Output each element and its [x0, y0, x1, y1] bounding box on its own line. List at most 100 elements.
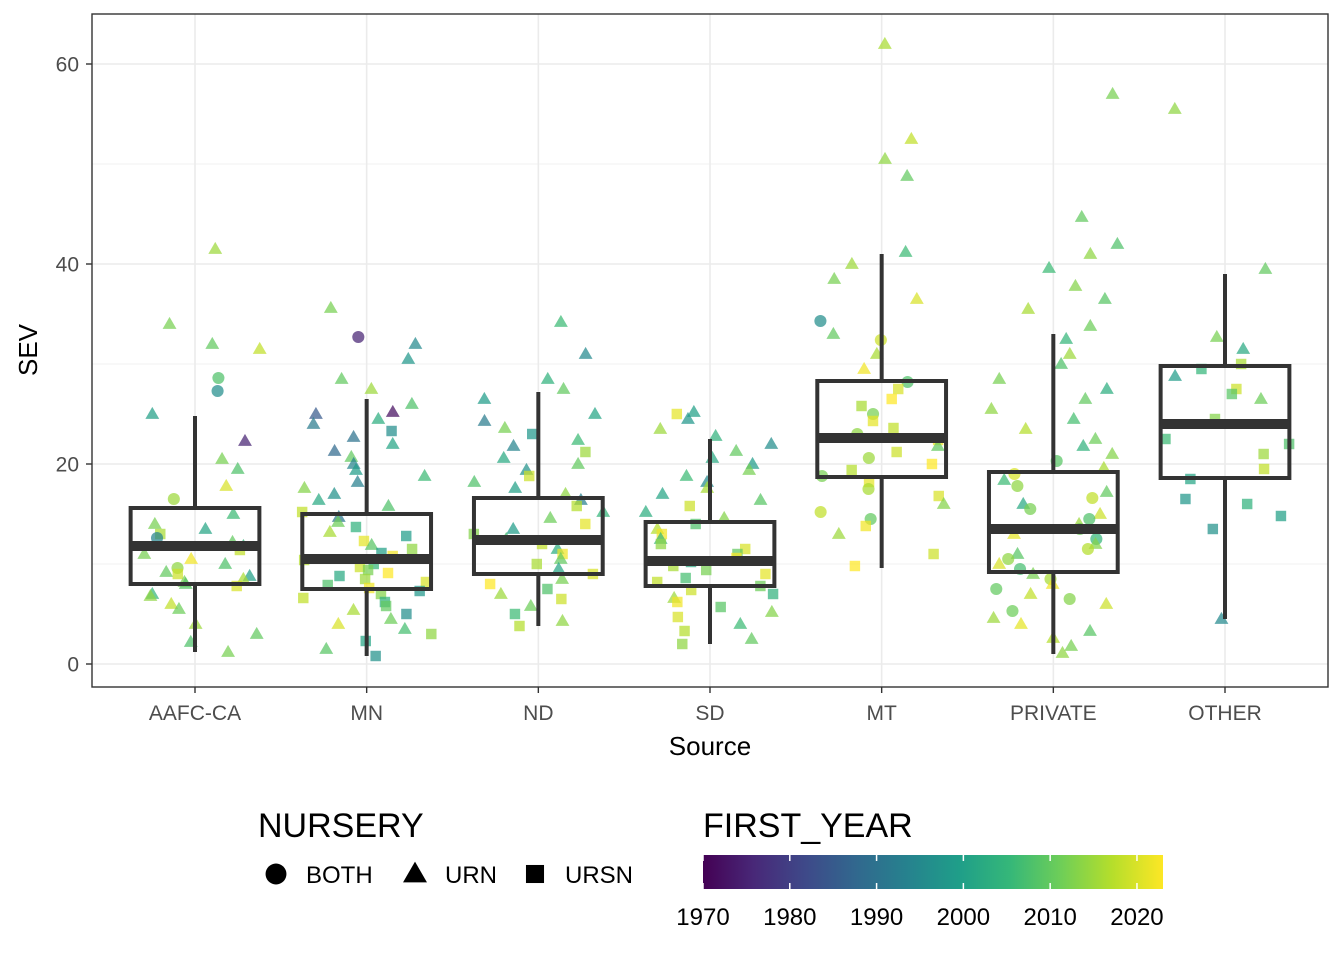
box: [815, 379, 949, 479]
data-point: [226, 506, 241, 519]
data-point: [1021, 301, 1036, 314]
data-point: [420, 576, 432, 588]
data-point: [862, 482, 875, 496]
boxplot: [1158, 274, 1292, 619]
data-point: [319, 641, 334, 654]
data-point: [376, 547, 387, 559]
data-point: [184, 551, 199, 564]
data-point: [1110, 236, 1125, 249]
data-point: [742, 462, 757, 475]
data-point: [764, 436, 779, 449]
data-point: [556, 593, 567, 605]
data-point: [364, 381, 379, 394]
data-point: [588, 406, 602, 419]
legend-key-urn: [403, 861, 427, 883]
data-point: [680, 572, 691, 584]
data-point: [1096, 460, 1111, 473]
data-point: [733, 616, 748, 629]
legend-label-urn: URN: [445, 862, 497, 889]
data-point: [898, 244, 913, 257]
data-point: [814, 314, 827, 328]
data-point: [739, 543, 751, 555]
data-point: [1002, 552, 1015, 566]
data-point: [145, 406, 160, 419]
data-point: [162, 316, 177, 329]
y-tick-label: 40: [56, 254, 79, 277]
data-point: [1063, 592, 1076, 606]
data-point: [380, 600, 392, 612]
data-point: [1258, 261, 1273, 274]
data-point: [523, 598, 538, 611]
data-point: [1258, 448, 1269, 460]
data-point: [679, 625, 690, 637]
data-point: [580, 446, 591, 458]
data-point: [1196, 363, 1207, 375]
data-point: [219, 478, 234, 491]
data-point: [524, 470, 535, 482]
data-point: [401, 351, 416, 364]
data-point: [1066, 411, 1081, 424]
legend-label-ursn: URSN: [565, 862, 633, 889]
x-axis-title: Source: [669, 731, 751, 761]
data-point: [571, 500, 582, 512]
data-point: [553, 551, 568, 564]
data-point: [638, 504, 653, 517]
data-point: [1088, 431, 1103, 444]
data-point: [297, 480, 312, 493]
data-point: [543, 510, 558, 523]
data-point: [677, 638, 688, 650]
boxplots: [128, 254, 1292, 656]
data-point: [1093, 506, 1108, 519]
data-point: [477, 413, 492, 426]
data-point: [322, 579, 333, 591]
data-point: [764, 604, 779, 617]
data-point: [679, 468, 694, 481]
data-point: [344, 449, 359, 462]
data-point: [571, 456, 586, 469]
data-point: [401, 608, 412, 620]
data-point: [1059, 331, 1074, 344]
data-point: [1081, 542, 1094, 556]
data-point: [900, 168, 915, 181]
data-point: [867, 415, 879, 427]
data-point: [651, 576, 663, 588]
boxplot: [643, 439, 777, 644]
boxplot: [986, 334, 1120, 654]
data-point: [1258, 463, 1270, 475]
data-point: [557, 548, 568, 560]
data-point: [1006, 604, 1019, 618]
data-point: [531, 558, 543, 570]
data-point: [580, 518, 591, 530]
y-tick-label: 20: [56, 454, 79, 477]
data-point: [198, 521, 213, 534]
data-point: [672, 596, 683, 608]
data-point: [1083, 246, 1098, 259]
data-point: [844, 256, 859, 269]
x-axis: AAFC-CA MN ND SD MT PRIVATE OTHER: [149, 687, 1262, 725]
data-point: [653, 421, 668, 434]
data-point: [221, 644, 236, 657]
data-point: [385, 436, 400, 449]
data-point: [159, 564, 174, 577]
data-point: [208, 241, 223, 254]
data-point: [1011, 479, 1024, 493]
data-point: [729, 443, 744, 456]
data-point: [375, 588, 387, 600]
data-point: [211, 384, 224, 398]
data-point: [878, 151, 892, 164]
data-point: [814, 505, 827, 519]
data-point: [555, 613, 570, 626]
data-point: [385, 404, 400, 417]
colorbar-label: 1980: [763, 904, 816, 931]
legend-first-year-title: FIRST_YEAR: [703, 807, 913, 845]
x-tick-label: OTHER: [1188, 702, 1262, 725]
y-axis: 0 20 40 60: [56, 54, 92, 677]
data-point: [508, 480, 523, 493]
data-point: [1042, 260, 1056, 273]
data-point: [311, 492, 326, 505]
data-point: [349, 462, 363, 475]
x-tick-label: AAFC-CA: [149, 702, 241, 725]
data-point: [334, 570, 345, 582]
data-point: [426, 628, 437, 640]
data-point: [1083, 318, 1098, 331]
